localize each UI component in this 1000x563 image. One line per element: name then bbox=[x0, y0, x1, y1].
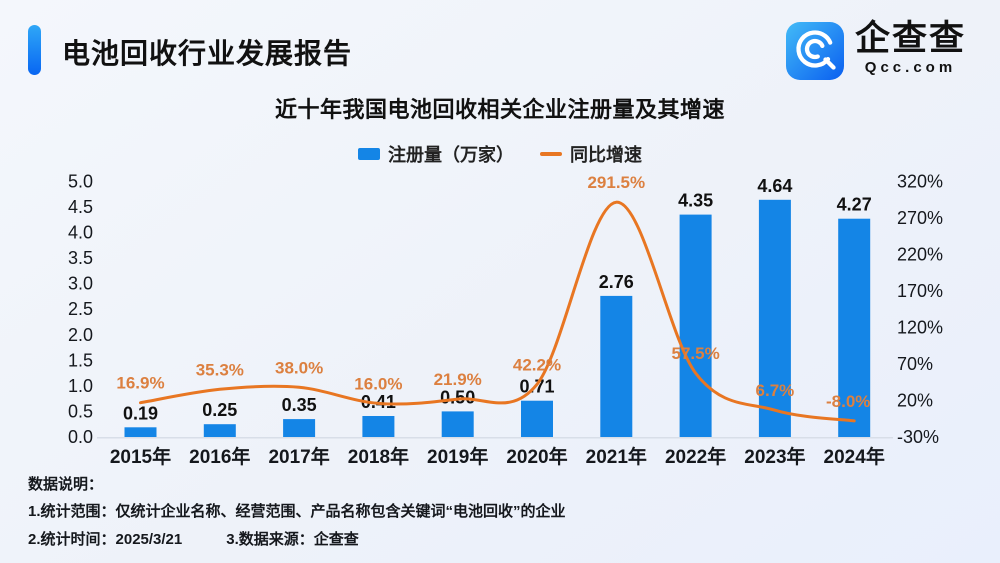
left-tick-label: 1.5 bbox=[68, 350, 93, 370]
notes-date: 2.统计时间：2025/3/21 bbox=[28, 530, 183, 548]
bar-value-label: 0.35 bbox=[282, 395, 317, 415]
growth-label: 16.9% bbox=[116, 374, 164, 393]
right-tick-label: 220% bbox=[897, 244, 943, 264]
left-tick-label: 3.5 bbox=[68, 248, 93, 268]
right-tick-label: -30% bbox=[897, 427, 939, 447]
left-tick-label: 4.5 bbox=[68, 197, 93, 217]
x-tick-label: 2022年 bbox=[665, 445, 726, 468]
x-tick-label: 2015年 bbox=[110, 445, 171, 468]
right-tick-label: 20% bbox=[897, 390, 933, 410]
growth-label: 35.3% bbox=[196, 360, 244, 379]
left-tick-label: 0.5 bbox=[68, 401, 93, 421]
left-tick-label: 0.0 bbox=[68, 427, 93, 447]
x-tick-label: 2024年 bbox=[824, 445, 885, 468]
bar-series-swatch-icon bbox=[358, 148, 380, 160]
legend-label-registrations: 注册量（万家） bbox=[388, 145, 514, 165]
bar-value-label: 2.76 bbox=[599, 272, 634, 292]
qcc-spiral-q-icon bbox=[785, 22, 844, 80]
growth-label: 57.5% bbox=[671, 344, 719, 363]
x-tick-label: 2020年 bbox=[506, 445, 567, 468]
left-tick-label: 4.0 bbox=[68, 223, 93, 243]
data-notes: 数据说明： 1.统计范围：仅统计企业名称、经营范围、产品名称包含关键词“电池回收… bbox=[28, 471, 566, 553]
trend-line bbox=[139, 200, 856, 423]
legend-label-growth: 同比增速 bbox=[570, 145, 642, 165]
bar-2024年 bbox=[838, 218, 871, 437]
bar-2016年 bbox=[203, 424, 236, 437]
left-tick-label: 2.5 bbox=[68, 299, 93, 319]
left-tick-label: 5.0 bbox=[68, 171, 93, 191]
bar-value-label: 4.64 bbox=[757, 176, 792, 196]
bar-2017年 bbox=[283, 419, 316, 437]
bar-2020年 bbox=[521, 400, 553, 437]
chart-legend: 注册量（万家） 同比增速 bbox=[0, 141, 1000, 167]
left-tick-label: 2.0 bbox=[68, 325, 93, 345]
page-title: 电池回收行业发展报告 bbox=[62, 38, 353, 69]
header-accent-bar bbox=[28, 25, 41, 75]
bar-2023年 bbox=[758, 199, 791, 437]
bar-2015年 bbox=[124, 427, 157, 437]
qcc-logo-text: 企查查 Qcc.com bbox=[855, 21, 966, 76]
growth-label: 38.0% bbox=[275, 358, 323, 377]
notes-meta: 2.统计时间：2025/3/21 3.数据来源：企查查 bbox=[28, 526, 566, 553]
left-tick-label: 3.0 bbox=[68, 274, 93, 294]
bar-value-label: 0.25 bbox=[202, 400, 237, 420]
growth-label: -8.0% bbox=[826, 392, 870, 411]
qcc-logo-domain: Qcc.com bbox=[864, 59, 957, 76]
bar-2018年 bbox=[362, 416, 395, 437]
bar-value-label: 0.19 bbox=[123, 403, 158, 423]
right-tick-label: 120% bbox=[897, 317, 943, 337]
bar-value-label: 4.35 bbox=[678, 191, 713, 211]
growth-label: 291.5% bbox=[587, 173, 645, 192]
notes-source: 3.数据来源：企查查 bbox=[226, 530, 359, 548]
right-tick-label: 320% bbox=[897, 171, 943, 191]
growth-label: 42.2% bbox=[513, 355, 561, 374]
bar-value-label: 0.71 bbox=[519, 377, 554, 397]
growth-label: 16.0% bbox=[354, 374, 402, 393]
notes-scope: 1.统计范围：仅统计企业名称、经营范围、产品名称包含关键词“电池回收”的企业 bbox=[28, 503, 566, 521]
legend-item-registrations: 注册量（万家） bbox=[358, 141, 514, 167]
right-tick-label: 70% bbox=[897, 354, 933, 374]
x-tick-label: 2018年 bbox=[348, 445, 409, 468]
chart-title: 近十年我国电池回收相关企业注册量及其增速 bbox=[274, 97, 725, 122]
bar-value-label: 4.27 bbox=[837, 195, 872, 215]
qcc-logo: 企查查 Qcc.com bbox=[785, 21, 966, 81]
growth-label: 6.7% bbox=[756, 381, 795, 400]
right-tick-label: 270% bbox=[897, 208, 943, 228]
left-tick-label: 1.0 bbox=[68, 376, 93, 396]
bar-value-label: 0.50 bbox=[440, 387, 475, 407]
growth-label: 21.9% bbox=[434, 370, 482, 389]
x-tick-label: 2023年 bbox=[744, 445, 805, 468]
x-tick-label: 2016年 bbox=[189, 445, 250, 468]
bar-2019年 bbox=[441, 411, 474, 437]
x-tick-label: 2019年 bbox=[427, 445, 488, 468]
bar-2021年 bbox=[600, 295, 633, 437]
line-series-swatch-icon bbox=[540, 152, 562, 156]
bar-2022年 bbox=[679, 214, 712, 437]
right-tick-label: 170% bbox=[897, 281, 943, 301]
qcc-logo-name: 企查查 bbox=[854, 19, 966, 58]
x-tick-label: 2021年 bbox=[586, 445, 647, 468]
legend-item-growth: 同比增速 bbox=[540, 141, 642, 167]
x-tick-label: 2017年 bbox=[268, 445, 329, 468]
notes-heading: 数据说明： bbox=[28, 476, 104, 493]
